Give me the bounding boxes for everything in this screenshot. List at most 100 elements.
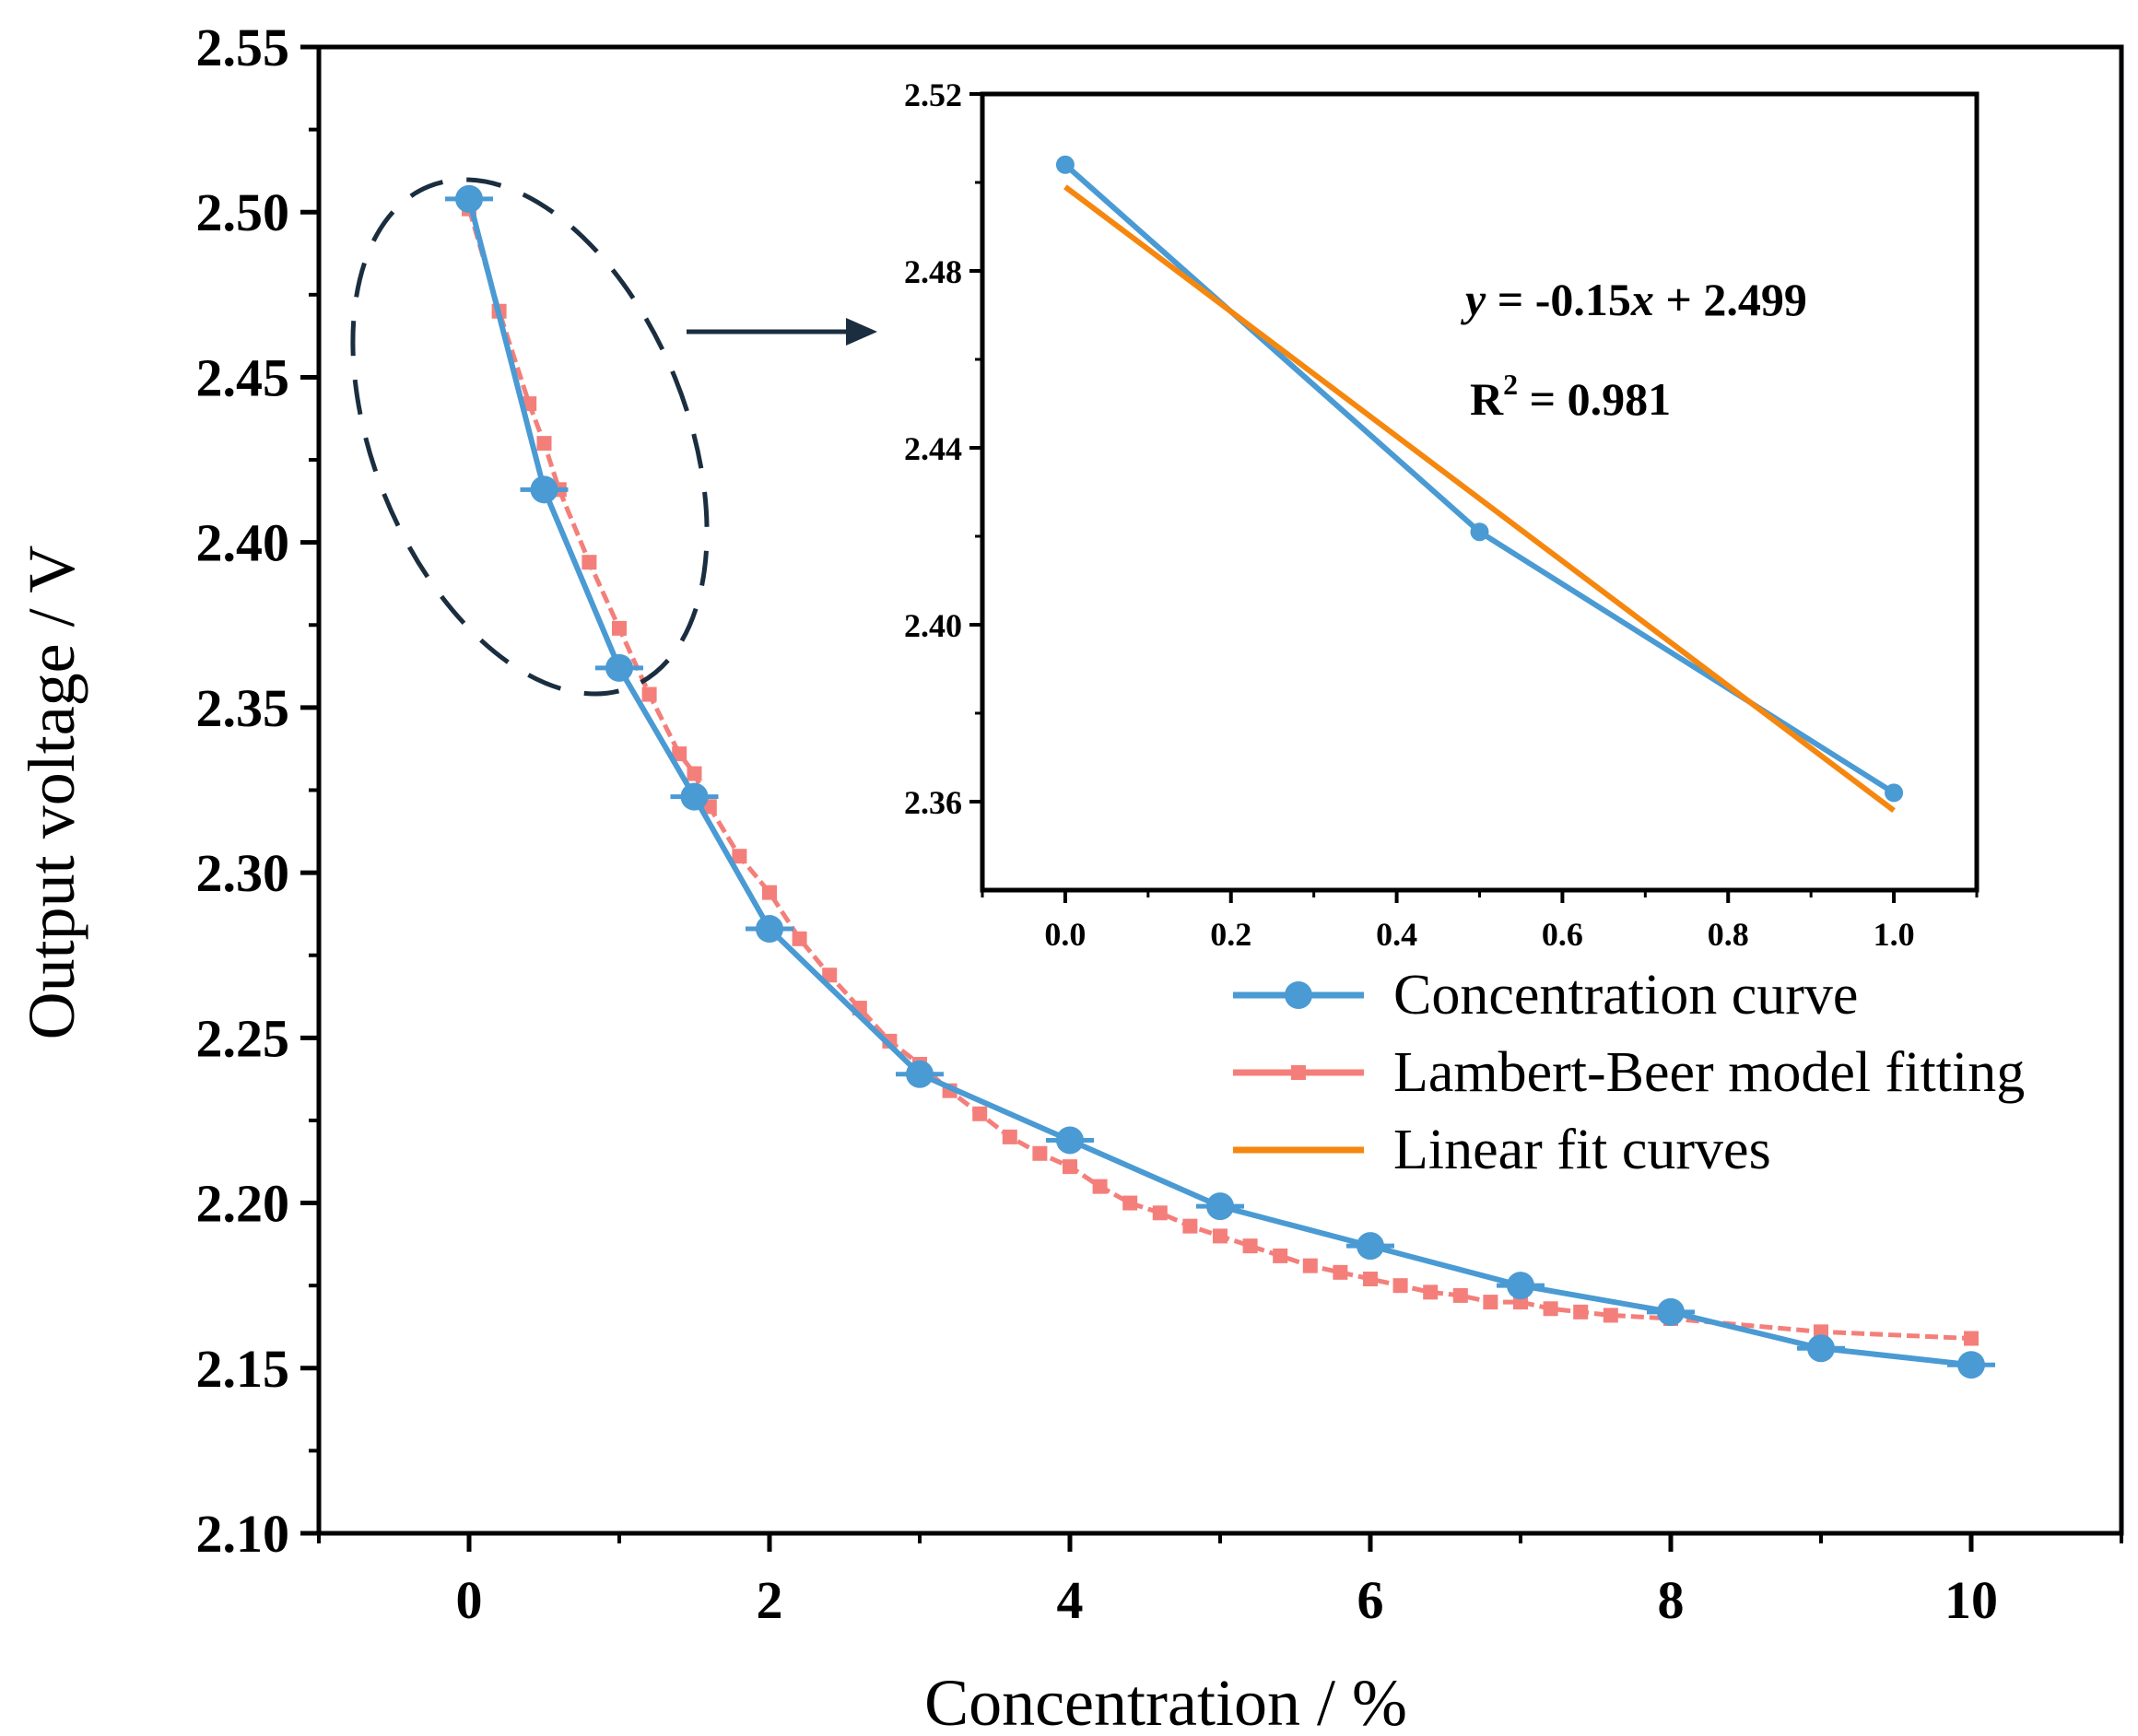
concentration-point bbox=[1657, 1297, 1685, 1326]
y-tick-label: 2.15 bbox=[196, 1339, 290, 1399]
concentration-point bbox=[1206, 1192, 1234, 1221]
lambert-beer-point bbox=[1182, 1218, 1198, 1234]
x-tick-label: 2 bbox=[757, 1570, 783, 1630]
concentration-point bbox=[1056, 1126, 1084, 1155]
inset-x-tick-label: 1.0 bbox=[1874, 916, 1915, 953]
lambert-beer-point bbox=[1392, 1278, 1408, 1294]
lambert-beer-point bbox=[1122, 1195, 1138, 1211]
lambert-beer-point bbox=[1273, 1248, 1288, 1263]
lambert-beer-point bbox=[612, 620, 627, 636]
x-tick-label: 0 bbox=[456, 1570, 483, 1630]
lambert-beer-point bbox=[1032, 1145, 1048, 1161]
eq-end: + 2.499 bbox=[1654, 274, 1807, 325]
lambert-beer-point bbox=[687, 766, 702, 781]
inset-x-tick-label: 0.6 bbox=[1542, 916, 1583, 953]
inset-concentration-point bbox=[1885, 783, 1904, 803]
legend-label: Concentration curve bbox=[1393, 964, 1858, 1026]
r2-value: = 0.981 bbox=[1518, 373, 1671, 425]
eq-y: y bbox=[1461, 274, 1486, 325]
legend: Concentration curve Lambert-Beer model fi… bbox=[1233, 964, 2025, 1181]
lambert-beer-point bbox=[1452, 1287, 1468, 1303]
concentration-point bbox=[530, 475, 558, 504]
lambert-beer-point bbox=[1092, 1179, 1108, 1194]
lambert-beer-point bbox=[1242, 1238, 1258, 1254]
lambert-beer-point bbox=[1483, 1295, 1498, 1310]
r2-label: R bbox=[1470, 373, 1504, 425]
lambert-beer-point bbox=[581, 555, 597, 570]
inset-x-tick-label: 0.2 bbox=[1210, 916, 1251, 953]
eq-mid: = -0.15 bbox=[1486, 274, 1631, 325]
inset-x-tick-label: 0.4 bbox=[1376, 916, 1417, 953]
y-tick-label: 2.30 bbox=[196, 843, 290, 903]
inset-concentration-point bbox=[1470, 522, 1489, 542]
y-tick-label: 2.40 bbox=[196, 513, 290, 573]
inset-axes: 2.36 2.40 2.44 2.48 2.52 0.0 0.2 0.4 0.6 0.8 1.0 bbox=[904, 76, 1979, 953]
concentration-point bbox=[680, 782, 709, 811]
lambert-beer-point bbox=[792, 931, 807, 946]
lambert-beer-point bbox=[641, 686, 657, 702]
lambert-beer-point bbox=[672, 746, 687, 762]
lambert-beer-point bbox=[762, 885, 777, 900]
lambert-beer-point bbox=[972, 1106, 988, 1121]
legend-label: Linear fit curves bbox=[1393, 1119, 1771, 1181]
y-tick-label: 2.55 bbox=[196, 18, 290, 77]
legend-label: Lambert-Beer model fitting bbox=[1393, 1041, 2025, 1104]
inset-linear-fit-line bbox=[1063, 184, 1896, 813]
x-tick-label: 6 bbox=[1357, 1570, 1384, 1630]
inset-y-tick-label: 2.48 bbox=[904, 253, 962, 290]
lambert-beer-point bbox=[1603, 1308, 1618, 1323]
inset-y-tick-label: 2.52 bbox=[904, 76, 962, 113]
inset-y-tick-label: 2.36 bbox=[904, 784, 962, 821]
fit-equation: y = -0.15x + 2.499 bbox=[1461, 274, 1807, 325]
y-axis-title: Output voltage / V bbox=[15, 545, 88, 1040]
r2-sup: 2 bbox=[1503, 368, 1518, 401]
main-axes: 2.10 2.15 2.20 2.25 2.30 2.35 2.40 2.45 2.50 2.55… bbox=[196, 18, 2124, 1630]
lambert-beer-point bbox=[1423, 1284, 1439, 1300]
concentration-point bbox=[1507, 1272, 1534, 1300]
inset-y-tick-label: 2.40 bbox=[904, 607, 962, 644]
eq-x: x bbox=[1630, 274, 1654, 325]
lambert-beer-point bbox=[536, 436, 552, 452]
y-tick-label: 2.20 bbox=[196, 1174, 290, 1234]
lambert-beer-point bbox=[1333, 1264, 1348, 1280]
y-tick-label: 2.25 bbox=[196, 1008, 290, 1068]
lambert-beer-point bbox=[1002, 1129, 1017, 1144]
lambert-beer-point bbox=[1152, 1205, 1168, 1221]
y-tick-label: 2.50 bbox=[196, 182, 290, 242]
inset-series bbox=[1055, 155, 1904, 813]
lambert-beer-point bbox=[732, 849, 747, 864]
lambert-beer-point bbox=[1573, 1304, 1589, 1320]
lambert-beer-point bbox=[1213, 1228, 1228, 1244]
lambert-beer-point bbox=[1964, 1331, 1979, 1346]
lambert-beer-point bbox=[822, 968, 838, 983]
lambert-beer-point bbox=[1543, 1301, 1558, 1317]
legend-marker-circle bbox=[1285, 981, 1312, 1009]
inset-x-tick-label: 0.0 bbox=[1044, 916, 1086, 953]
concentration-point bbox=[1357, 1232, 1384, 1261]
highlight-ellipse bbox=[350, 177, 710, 697]
y-tick-label: 2.45 bbox=[196, 347, 290, 407]
zoom-arrow bbox=[687, 318, 877, 346]
y-tick-label: 2.10 bbox=[196, 1504, 290, 1564]
concentration-point bbox=[906, 1060, 934, 1088]
r-squared: R2 = 0.981 bbox=[1470, 368, 1671, 425]
x-tick-label: 4 bbox=[1057, 1570, 1084, 1630]
concentration-point bbox=[455, 184, 483, 213]
x-axis-title: Concentration / % bbox=[924, 1666, 1407, 1736]
concentration-point bbox=[605, 653, 633, 682]
inset-frame bbox=[980, 91, 1979, 893]
inset-x-tick-label: 0.8 bbox=[1708, 916, 1749, 953]
x-tick-label: 10 bbox=[1944, 1570, 1998, 1630]
lambert-beer-point bbox=[1063, 1159, 1077, 1175]
concentration-point bbox=[756, 915, 783, 944]
y-tick-label: 2.35 bbox=[196, 678, 290, 738]
lambert-beer-point bbox=[1302, 1258, 1318, 1273]
lambert-beer-point bbox=[1363, 1271, 1378, 1286]
concentration-point bbox=[1957, 1351, 1985, 1379]
x-tick-label: 8 bbox=[1658, 1570, 1685, 1630]
inset-concentration-point bbox=[1055, 155, 1075, 174]
inset-y-tick-label: 2.44 bbox=[904, 430, 962, 467]
concentration-point bbox=[1807, 1334, 1835, 1363]
